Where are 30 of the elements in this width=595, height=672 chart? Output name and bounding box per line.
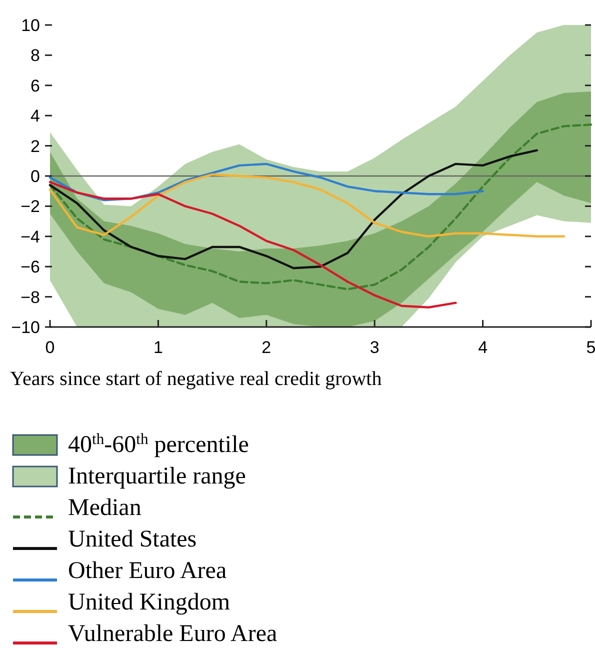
line-series	[48, 124, 592, 290]
legend-label: Vulnerable Euro Area	[68, 621, 278, 647]
x-tick-label: 1	[153, 338, 163, 357]
legend-label: Median	[68, 495, 142, 521]
y-tick-label: −4	[20, 227, 40, 246]
legend-label: Other Euro Area	[68, 558, 227, 584]
y-tick-label: −6	[20, 258, 40, 277]
x-tick-label: 3	[370, 338, 380, 357]
y-tick-label: 6	[30, 76, 40, 96]
x-tick-label: 2	[262, 338, 272, 357]
x-tick-label: 4	[478, 338, 488, 357]
y-tick-label: −2	[20, 197, 40, 216]
legend-label: United Kingdom	[68, 590, 230, 616]
line-series	[48, 149, 538, 270]
x-axis-title: Years since start of negative real credit growth	[10, 368, 382, 390]
y-tick-label: 0	[30, 166, 40, 186]
x-tick-label: 5	[586, 338, 595, 357]
y-tick-label: −10	[11, 318, 40, 337]
legend-label: 40$^{th}$-60$^{th}$ percentile	[68, 430, 249, 458]
y-tick-label: 10	[21, 16, 40, 35]
line-series	[48, 173, 566, 238]
x-tick-label: 0	[45, 338, 55, 357]
line-series	[48, 180, 457, 308]
y-tick-label: 2	[30, 136, 40, 156]
legend-label: Interquartile range	[68, 464, 246, 490]
y-tick-label: −8	[20, 288, 40, 307]
line-series	[48, 162, 484, 202]
y-tick-label: 8	[30, 46, 40, 66]
legend-label: United States	[68, 526, 197, 552]
y-tick-label: 4	[30, 106, 40, 126]
